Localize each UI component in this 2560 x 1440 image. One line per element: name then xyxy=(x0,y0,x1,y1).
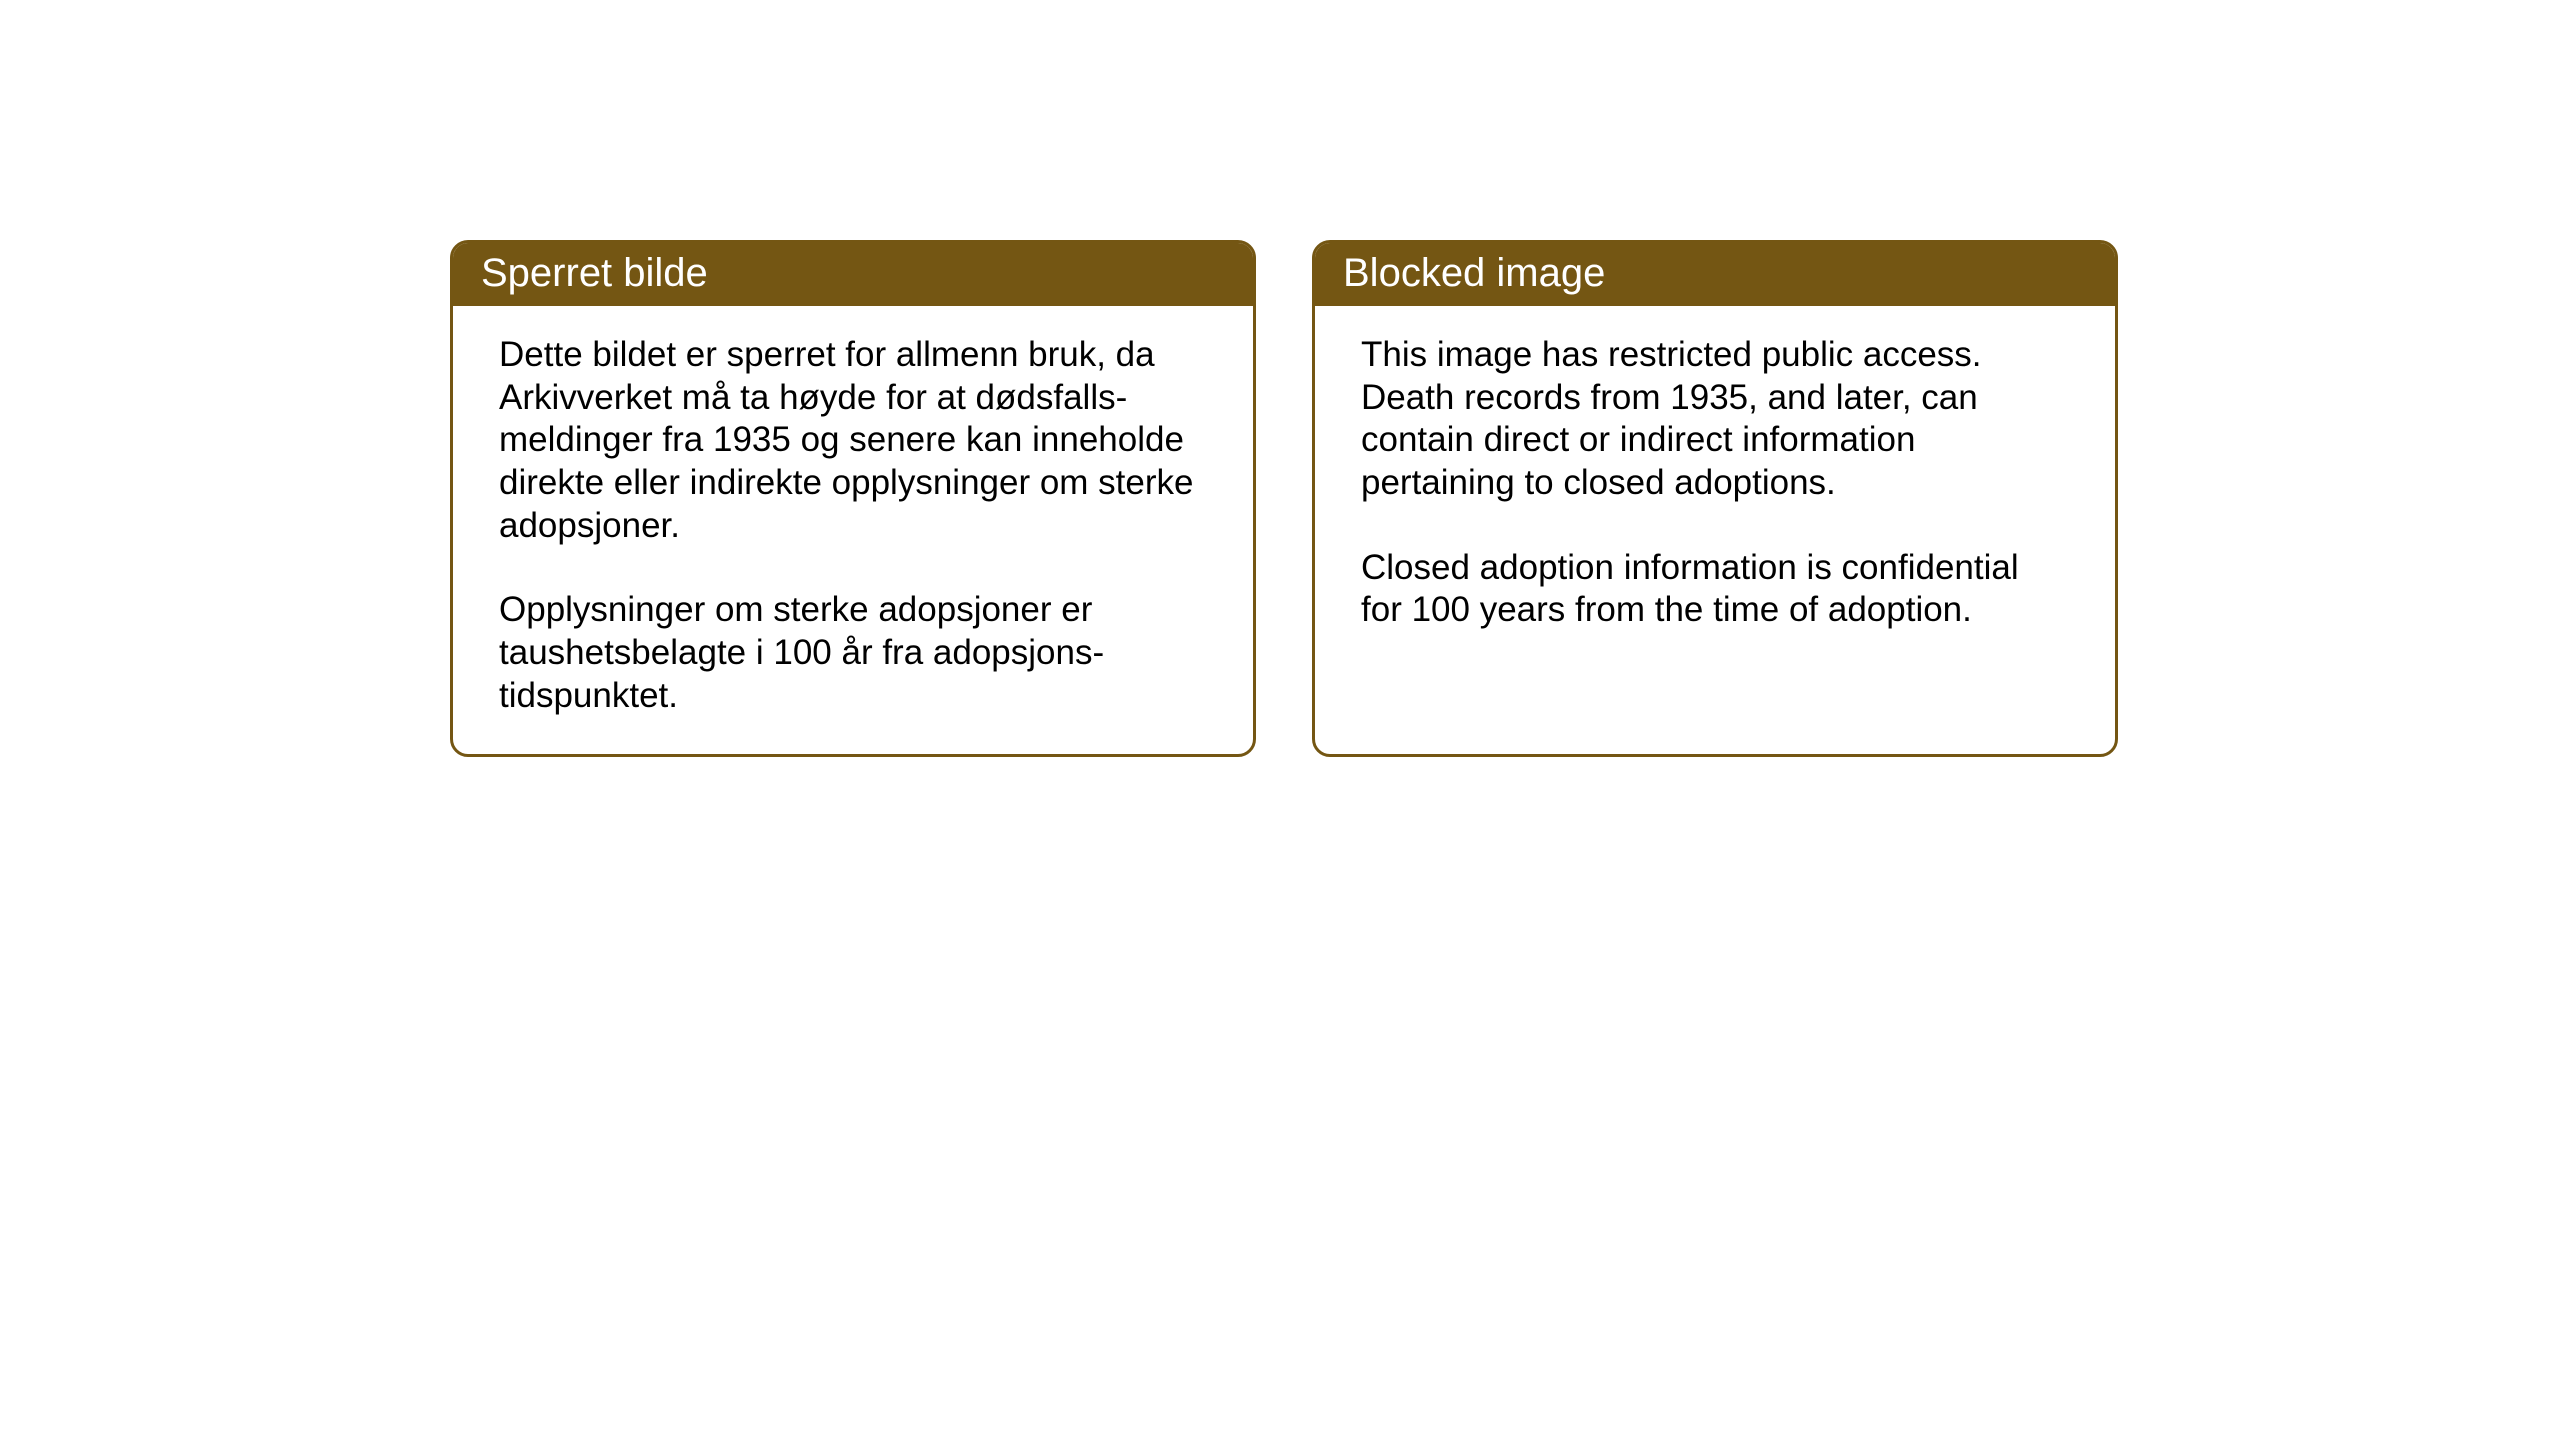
card-title-english: Blocked image xyxy=(1343,251,1605,295)
cards-container: Sperret bilde Dette bildet er sperret fo… xyxy=(0,0,2560,757)
card-paragraph-1-norwegian: Dette bildet er sperret for allmenn bruk… xyxy=(499,334,1207,547)
card-header-norwegian: Sperret bilde xyxy=(453,243,1253,306)
card-norwegian: Sperret bilde Dette bildet er sperret fo… xyxy=(450,240,1256,757)
card-english: Blocked image This image has restricted … xyxy=(1312,240,2118,757)
card-paragraph-2-norwegian: Opplysninger om sterke adopsjoner er tau… xyxy=(499,589,1207,717)
card-body-norwegian: Dette bildet er sperret for allmenn bruk… xyxy=(453,306,1253,754)
card-paragraph-2-english: Closed adoption information is confident… xyxy=(1361,547,2069,632)
card-header-english: Blocked image xyxy=(1315,243,2115,306)
card-body-english: This image has restricted public access.… xyxy=(1315,306,2115,702)
card-paragraph-1-english: This image has restricted public access.… xyxy=(1361,334,2069,505)
card-title-norwegian: Sperret bilde xyxy=(481,251,708,295)
